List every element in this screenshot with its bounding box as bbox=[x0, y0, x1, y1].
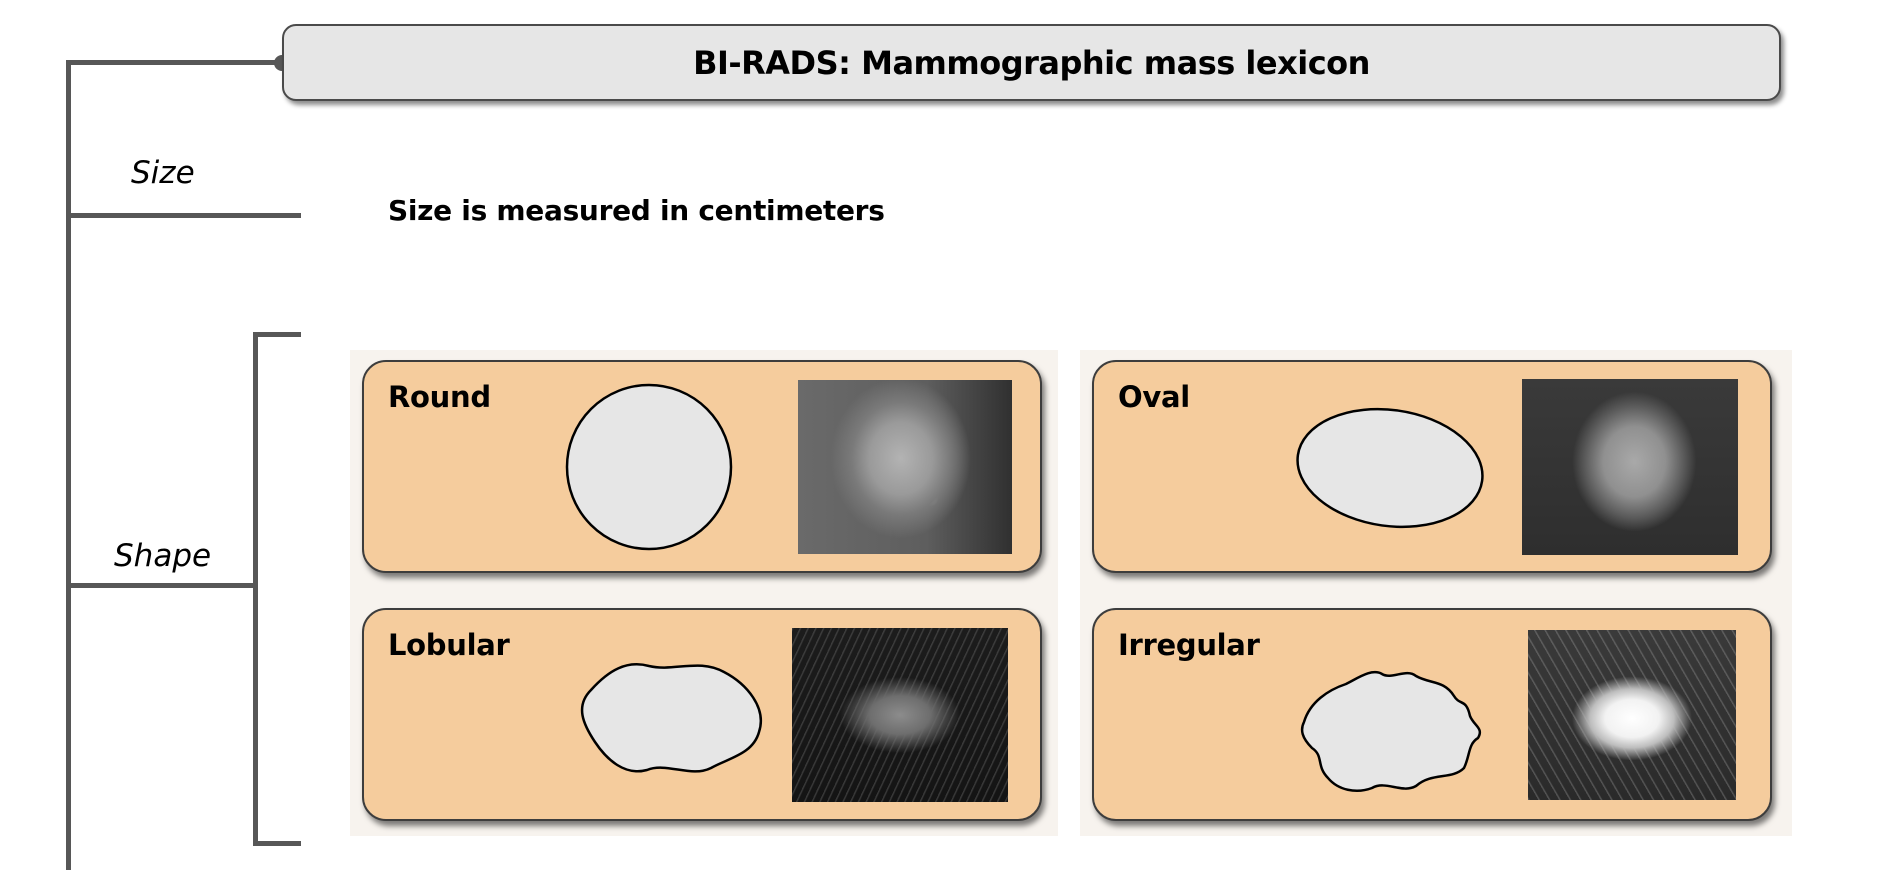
shape-card-label: Irregular bbox=[1118, 628, 1260, 662]
title-connector-line bbox=[66, 60, 282, 65]
size-branch-label: Size bbox=[131, 155, 195, 191]
shape-card-irregular: Irregular bbox=[1092, 608, 1772, 821]
shape-bracket-top bbox=[253, 332, 301, 337]
size-description: Size is measured in centimeters bbox=[388, 194, 885, 227]
shape-card-oval: Oval bbox=[1092, 360, 1772, 573]
shape-branch-label: Shape bbox=[114, 538, 212, 574]
shape-card-label: Lobular bbox=[388, 628, 510, 662]
irregular-mammogram-image bbox=[1528, 630, 1736, 800]
oval-shape-diagram bbox=[1296, 407, 1484, 529]
size-branch-line bbox=[66, 213, 301, 218]
lobular-mammogram-image bbox=[792, 628, 1008, 802]
shape-bracket-vertical bbox=[253, 332, 258, 846]
shape-card-label: Oval bbox=[1118, 380, 1190, 414]
oval-mammogram-image bbox=[1522, 379, 1738, 555]
shape-card-round: Round bbox=[362, 360, 1042, 573]
main-trunk-line bbox=[66, 60, 71, 870]
shape-card-lobular: Lobular bbox=[362, 608, 1042, 821]
diagram-title: BI-RADS: Mammographic mass lexicon bbox=[282, 24, 1781, 101]
shape-branch-line bbox=[66, 583, 256, 588]
shape-card-label: Round bbox=[388, 380, 491, 414]
irregular-shape-diagram bbox=[1300, 670, 1482, 792]
shape-bracket-bottom bbox=[253, 841, 301, 846]
diagram-title-text: BI-RADS: Mammographic mass lexicon bbox=[693, 43, 1370, 82]
round-shape-diagram bbox=[565, 383, 733, 551]
round-mammogram-image bbox=[798, 380, 1012, 554]
lobular-shape-diagram bbox=[580, 663, 762, 773]
